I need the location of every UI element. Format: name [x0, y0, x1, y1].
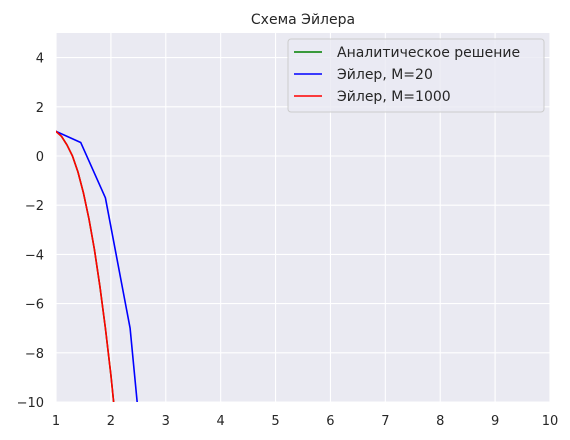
y-tick-label: −6 [25, 298, 44, 313]
x-tick-label: 8 [436, 414, 444, 429]
series-line-2 [56, 130, 138, 402]
y-axis-ticks: −10 −8 −6 −4 −2 0 2 4 [17, 52, 44, 411]
y-tick-label: −2 [25, 199, 44, 214]
x-tick-label: 6 [326, 414, 334, 429]
legend-label-1: Аналитическое решение [337, 45, 520, 61]
y-tick-label: 0 [36, 150, 44, 165]
y-tick-label: 4 [36, 52, 44, 67]
x-tick-label: 4 [217, 414, 225, 429]
y-tick-label: −8 [25, 347, 44, 362]
x-axis-ticks: 1 2 3 4 5 6 7 8 9 10 [52, 414, 558, 429]
x-tick-label: 1 [52, 414, 60, 429]
y-tick-label: −4 [25, 248, 44, 263]
y-tick-label: −10 [17, 396, 44, 411]
legend-box [287, 38, 545, 113]
x-tick-label: 10 [542, 414, 559, 429]
legend-label-2: Эйлер, M=20 [337, 67, 433, 83]
x-tick-label: 5 [271, 414, 279, 429]
x-tick-label: 7 [381, 414, 389, 429]
series-line-3 [56, 130, 115, 402]
legend: Аналитическое решение Эйлер, M=20 Эйлер, M… [287, 38, 545, 113]
x-tick-label: 2 [107, 414, 115, 429]
series-layer [56, 130, 138, 402]
chart-title: Схема Эйлера [251, 12, 355, 28]
legend-label-3: Эйлер, M=1000 [337, 89, 451, 105]
x-tick-label: 3 [162, 414, 170, 429]
x-tick-label: 9 [491, 414, 499, 429]
y-tick-label: 2 [36, 101, 44, 116]
